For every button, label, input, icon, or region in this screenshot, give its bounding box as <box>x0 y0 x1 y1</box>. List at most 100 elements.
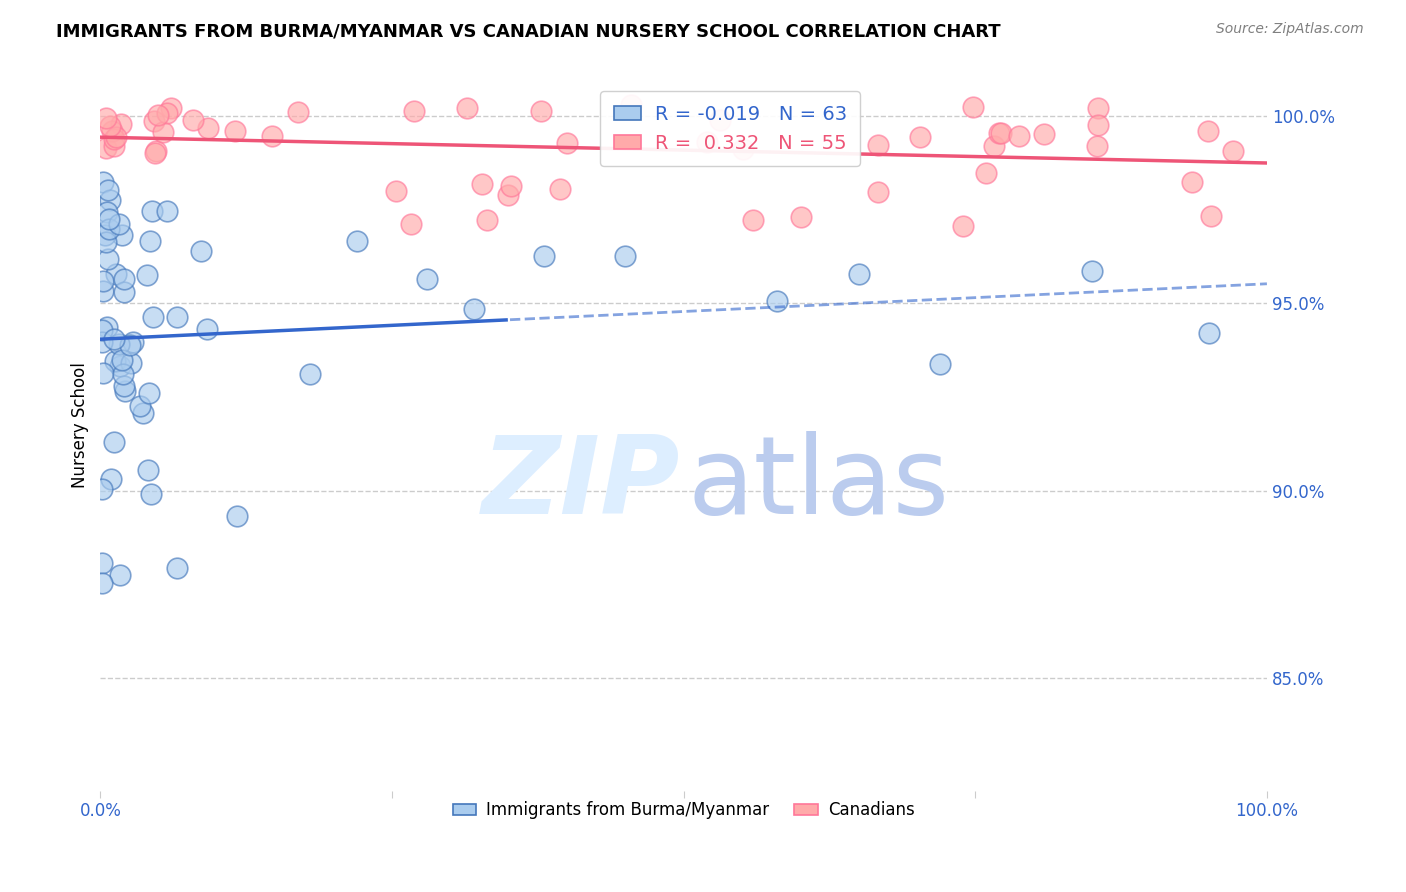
Point <box>90 335 112 350</box>
Point <box>346 234 368 248</box>
Point <box>1199 210 1222 224</box>
Point <box>142 310 165 325</box>
Point <box>94 227 117 242</box>
Point <box>197 121 219 136</box>
Point <box>195 321 218 335</box>
Point <box>1087 118 1109 132</box>
Point <box>190 244 212 259</box>
Point <box>988 126 1011 140</box>
Point <box>91 174 114 188</box>
Point <box>136 268 159 282</box>
Point <box>139 234 162 248</box>
Point <box>156 105 179 120</box>
Point <box>141 487 163 501</box>
Point <box>100 193 122 207</box>
Point <box>98 119 121 133</box>
Point <box>181 113 204 128</box>
Point <box>138 463 160 477</box>
Point <box>696 136 718 150</box>
Point <box>94 235 117 249</box>
Legend: Immigrants from Burma/Myanmar, Canadians: Immigrants from Burma/Myanmar, Canadians <box>446 795 921 826</box>
Point <box>1198 326 1220 341</box>
Point <box>299 368 322 382</box>
Point <box>132 406 155 420</box>
Text: atlas: atlas <box>688 431 949 537</box>
Point <box>983 138 1005 153</box>
Point <box>90 482 112 496</box>
Point <box>104 267 127 281</box>
Point <box>530 103 553 118</box>
Point <box>614 249 637 263</box>
Point <box>97 183 120 197</box>
Point <box>499 179 522 194</box>
Point <box>1081 263 1104 277</box>
Point <box>120 337 142 351</box>
Point <box>110 359 132 374</box>
Point <box>160 101 183 115</box>
Point <box>463 302 485 317</box>
Point <box>91 274 114 288</box>
Point <box>741 213 763 227</box>
Point <box>141 204 163 219</box>
Point <box>929 357 952 371</box>
Point <box>108 568 131 582</box>
Point <box>111 353 134 368</box>
Point <box>962 100 984 114</box>
Point <box>114 384 136 399</box>
Point <box>416 272 439 286</box>
Text: ZIP: ZIP <box>482 431 681 537</box>
Point <box>104 354 127 368</box>
Point <box>166 561 188 575</box>
Point <box>96 111 118 125</box>
Point <box>287 105 309 120</box>
Point <box>122 334 145 349</box>
Point <box>401 218 423 232</box>
Point <box>103 139 125 153</box>
Point <box>112 379 135 393</box>
Point <box>384 184 406 198</box>
Point <box>148 108 170 122</box>
Point <box>98 212 121 227</box>
Point <box>138 386 160 401</box>
Point <box>1181 175 1204 189</box>
Point <box>100 472 122 486</box>
Point <box>90 323 112 337</box>
Point <box>103 132 125 146</box>
Point <box>224 124 246 138</box>
Point <box>103 332 125 346</box>
Point <box>110 117 132 131</box>
Point <box>91 285 114 299</box>
Point <box>90 576 112 591</box>
Point <box>97 252 120 266</box>
Point <box>990 126 1012 140</box>
Point <box>112 285 135 300</box>
Point <box>1008 128 1031 143</box>
Point <box>96 141 118 155</box>
Point <box>97 222 120 236</box>
Point <box>104 130 127 145</box>
Point <box>225 509 247 524</box>
Point <box>112 271 135 285</box>
Point <box>548 182 571 196</box>
Point <box>952 219 974 233</box>
Point <box>974 166 997 180</box>
Point <box>103 434 125 449</box>
Point <box>733 142 755 156</box>
Point <box>866 186 889 200</box>
Y-axis label: Nursery School: Nursery School <box>72 362 89 488</box>
Point <box>1087 101 1109 115</box>
Point <box>129 399 152 413</box>
Point <box>866 137 889 152</box>
Point <box>108 337 131 351</box>
Point <box>152 125 174 139</box>
Point <box>111 228 134 243</box>
Point <box>471 178 494 192</box>
Point <box>1032 127 1054 141</box>
Point <box>1222 145 1244 159</box>
Text: Source: ZipAtlas.com: Source: ZipAtlas.com <box>1216 22 1364 37</box>
Point <box>90 556 112 570</box>
Point <box>145 145 167 160</box>
Point <box>908 130 931 145</box>
Point <box>709 113 731 128</box>
Point <box>145 145 167 159</box>
